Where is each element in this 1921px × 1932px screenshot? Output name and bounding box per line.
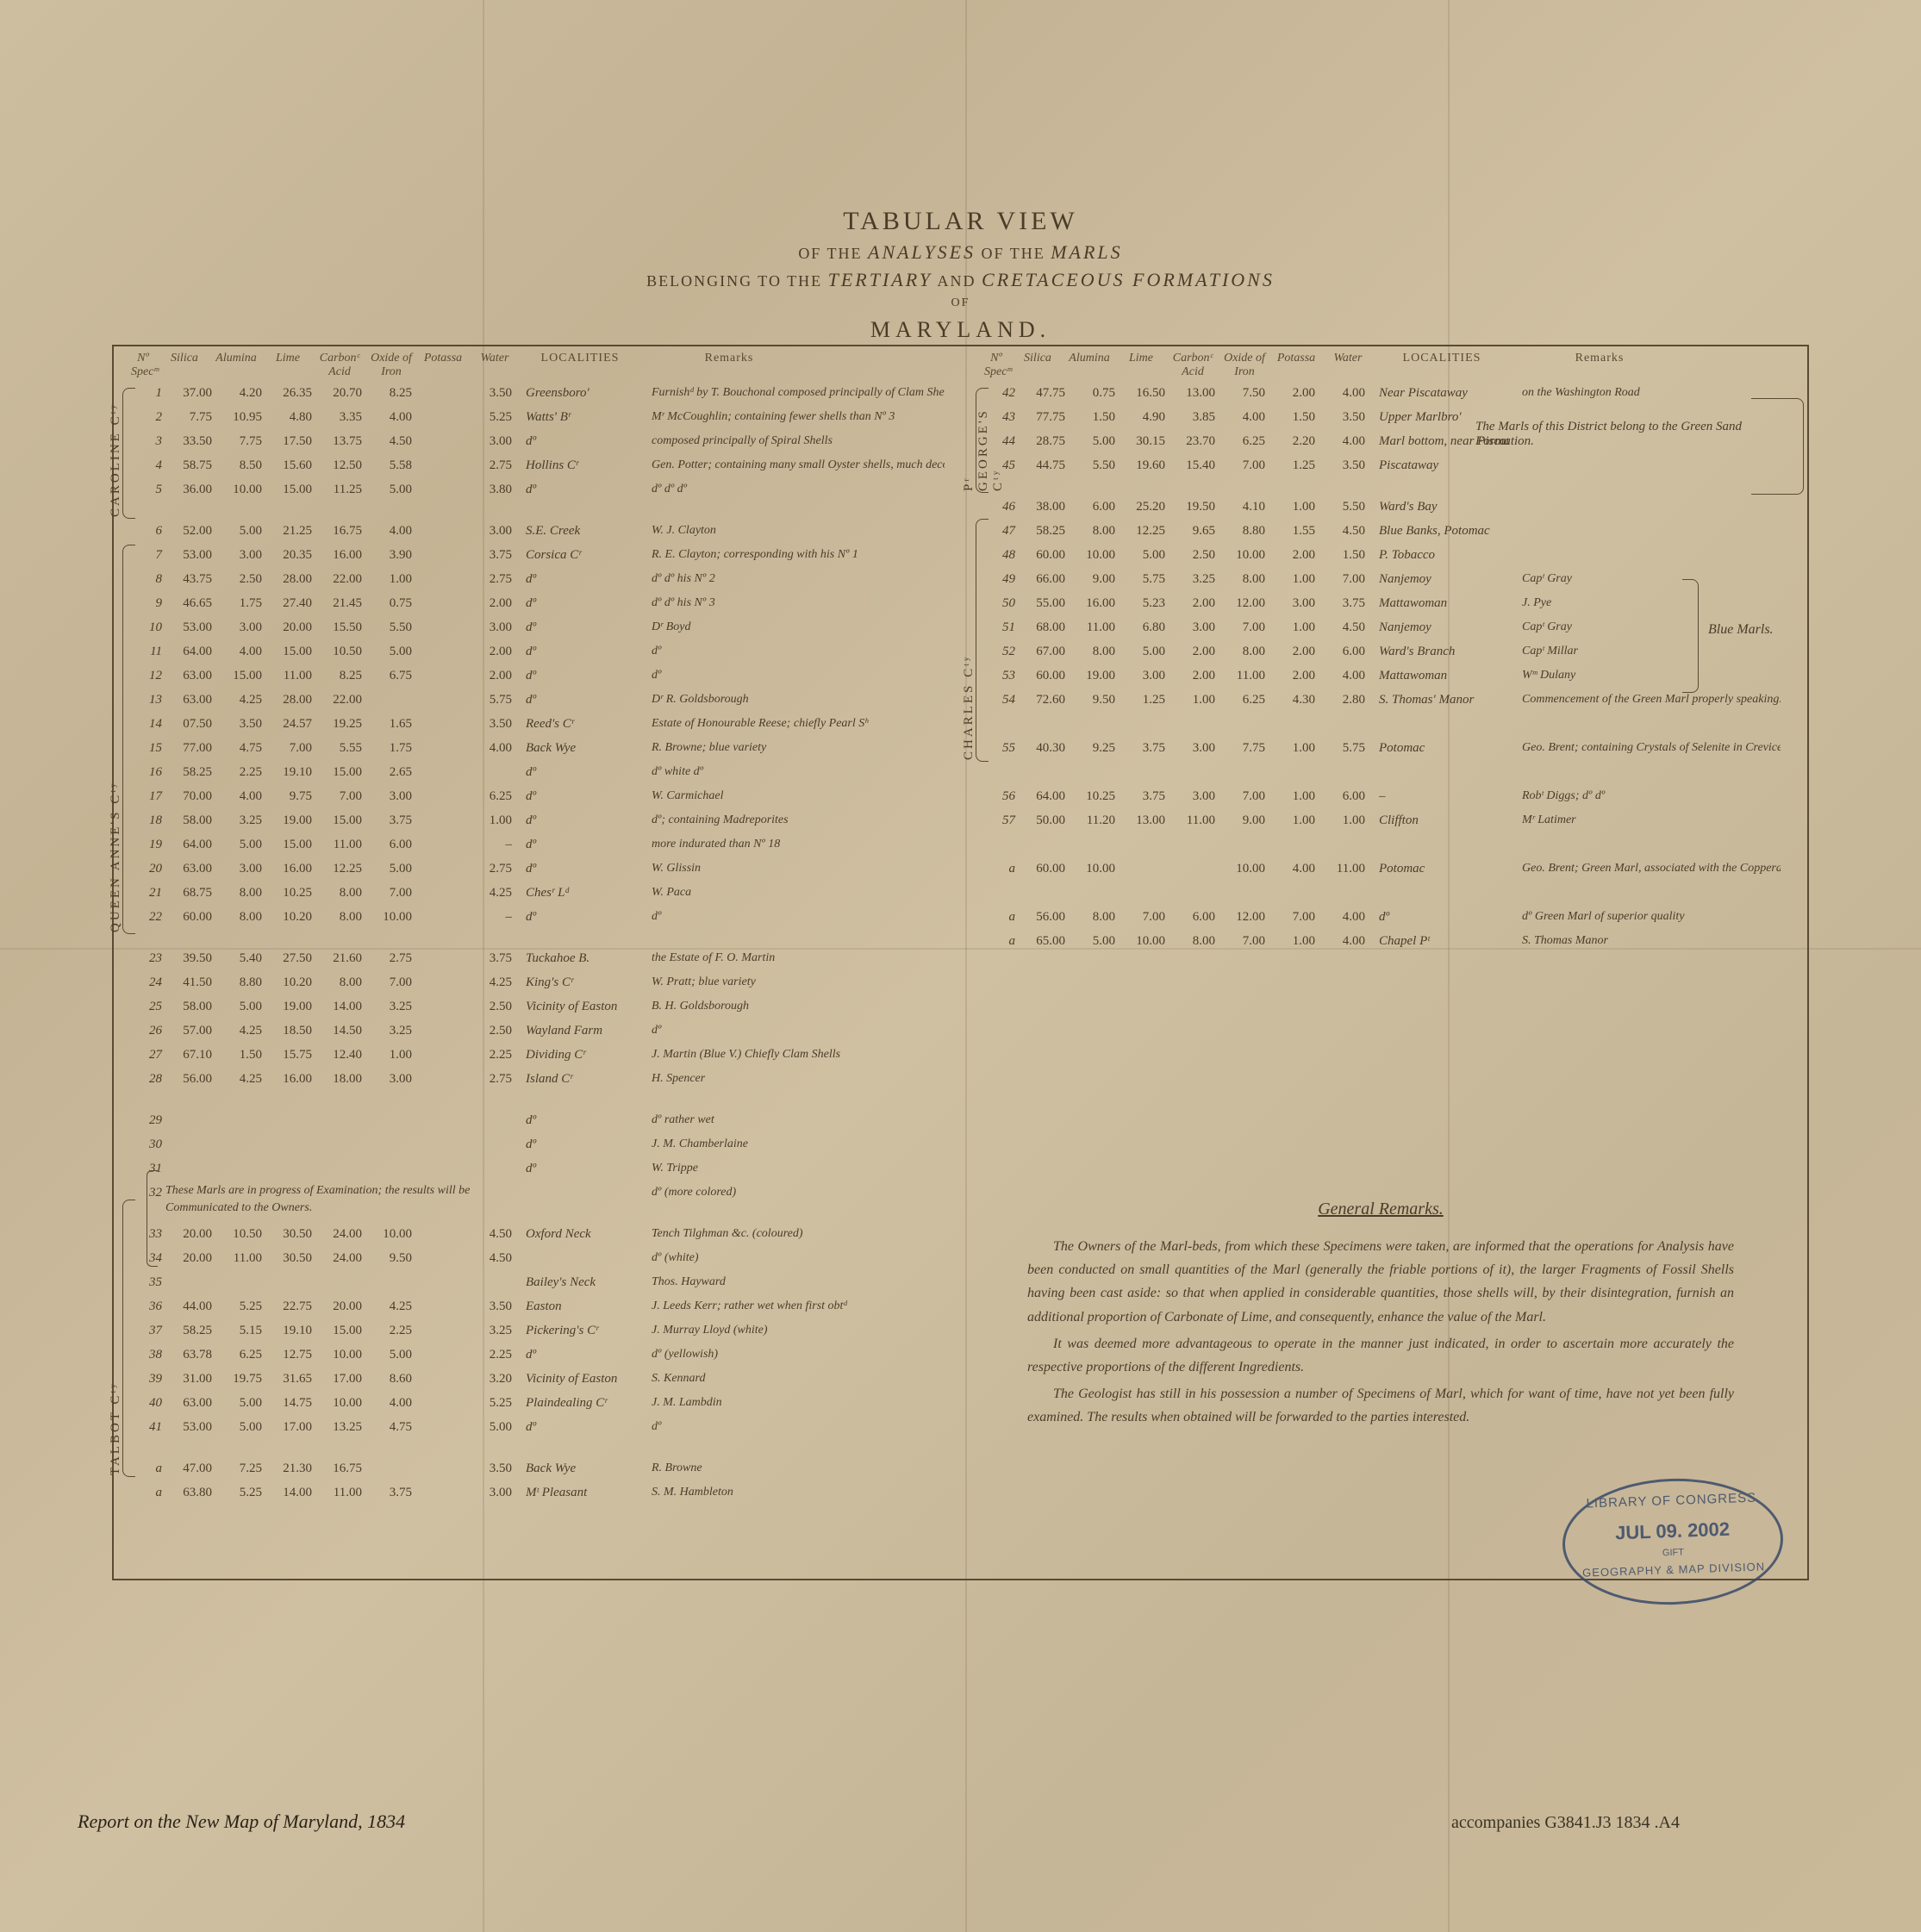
right-data-block: 4247.750.7516.5013.007.502.004.00Near Pi… bbox=[991, 381, 1781, 953]
table-row: 3931.0019.7531.6517.008.603.20Vicinity o… bbox=[138, 1367, 945, 1391]
table-row: 2558.005.0019.0014.003.252.50Vicinity of… bbox=[138, 994, 945, 1019]
table-row: 2168.758.0010.258.007.004.25Chesʳ LᵈW. P… bbox=[138, 881, 945, 905]
table-row: 333.507.7517.5013.754.503.00dºcomposed p… bbox=[138, 429, 945, 453]
county-label: Caroline Cᵗʸ bbox=[109, 388, 123, 517]
table-row: 1164.004.0015.0010.505.002.00dºdº bbox=[138, 639, 945, 664]
title-sub2: BELONGING TO THE TERTIARY AND CRETACEOUS… bbox=[0, 269, 1921, 291]
county-label: Charles Cᵗʸ bbox=[962, 519, 976, 760]
progress-note: These Marls are in progress of Examinati… bbox=[165, 1182, 493, 1216]
table-row bbox=[991, 760, 1781, 784]
table-frame: Nº Specᵐ Silica Alumina Lime Carbonᶜ Aci… bbox=[112, 345, 1809, 1580]
table-row: 2260.008.0010.208.0010.00–dºdº bbox=[138, 905, 945, 929]
table-row: 1407.503.5024.5719.251.653.50Reed's CʳEs… bbox=[138, 712, 945, 736]
table-row: 3420.0011.0030.5024.009.504.50dº (white) bbox=[138, 1246, 945, 1270]
table-row: 4247.750.7516.5013.007.502.004.00Near Pi… bbox=[991, 381, 1781, 405]
table-row: 458.758.5015.6012.505.582.75Hollins CʳGe… bbox=[138, 453, 945, 477]
table-row: 1770.004.009.757.003.006.25dºW. Carmicha… bbox=[138, 784, 945, 808]
table-row: 2063.003.0016.0012.255.002.75dºW. Glissi… bbox=[138, 857, 945, 881]
title-of: OF bbox=[0, 296, 1921, 310]
table-row: 4544.755.5019.6015.407.001.253.50Piscata… bbox=[991, 453, 1781, 477]
table-row: 5267.008.005.002.008.002.006.00Ward's Br… bbox=[991, 639, 1781, 664]
table-row: 1964.005.0015.0011.006.00–dºmore indurat… bbox=[138, 832, 945, 857]
bracket-icon bbox=[976, 388, 989, 493]
table-row: 27.7510.954.803.354.005.25Watts' BʳMʳ Mc… bbox=[138, 405, 945, 429]
table-row bbox=[991, 832, 1781, 857]
title-state: MARYLAND. bbox=[0, 317, 1921, 343]
table-row: 652.005.0021.2516.754.003.00S.E. CreekW.… bbox=[138, 519, 945, 543]
table-row: 5472.609.501.251.006.254.302.80S. Thomas… bbox=[991, 688, 1781, 712]
title-block: TABULAR VIEW OF THE ANALYSES OF THE MARL… bbox=[0, 207, 1921, 343]
table-row: 1577.004.757.005.551.754.00Back WyeR. Br… bbox=[138, 736, 945, 760]
column-headers-right: Nº Specᵐ Silica Alumina Lime Carbonᶜ Aci… bbox=[984, 352, 1794, 379]
blue-marls-label: Blue Marls. bbox=[1708, 622, 1774, 638]
table-row: 1053.003.0020.0015.505.503.00dºDʳ Boyd bbox=[138, 615, 945, 639]
table-row: 30dºJ. M. Chamberlaine bbox=[138, 1132, 945, 1156]
bracket-icon bbox=[122, 388, 135, 519]
paper-background: TABULAR VIEW OF THE ANALYSES OF THE MARL… bbox=[0, 0, 1921, 1932]
table-row: 5055.0016.005.232.0012.003.003.75Mattawo… bbox=[991, 591, 1781, 615]
stamp-bottom: GEOGRAPHY & MAP DIVISION bbox=[1566, 1560, 1781, 1580]
table-row: 137.004.2026.3520.708.253.50Greensboro'F… bbox=[138, 381, 945, 405]
table-row: 4638.006.0025.2019.504.101.005.50Ward's … bbox=[991, 495, 1781, 519]
table-row: 5168.0011.006.803.007.001.004.50Nanjemoy… bbox=[991, 615, 1781, 639]
district-note: The Marls of this District belong to the… bbox=[1475, 420, 1803, 449]
general-remarks: General Remarks. The Owners of the Marl-… bbox=[1027, 1200, 1734, 1433]
table-row: 5664.0010.253.753.007.001.006.00–Robᵗ Di… bbox=[991, 784, 1781, 808]
table-row: 4153.005.0017.0013.254.755.00dºdº bbox=[138, 1415, 945, 1439]
table-row: 31dºW. Trippe bbox=[138, 1156, 945, 1181]
table-row: 1658.252.2519.1015.002.65dºdº white dº bbox=[138, 760, 945, 784]
column-headers-left: Nº Specᵐ Silica Alumina Lime Carbonᶜ Aci… bbox=[131, 352, 958, 379]
table-row: 1858.003.2519.0015.003.751.00dºdº; conta… bbox=[138, 808, 945, 832]
bracket-icon bbox=[976, 519, 989, 762]
table-row: 1263.0015.0011.008.256.752.00dºdº bbox=[138, 664, 945, 688]
table-row: 3863.786.2512.7510.005.002.25dºdº (yello… bbox=[138, 1343, 945, 1367]
bracket-icon bbox=[147, 1170, 158, 1267]
table-row: 4063.005.0014.7510.004.005.25Plaindealin… bbox=[138, 1391, 945, 1415]
stamp-gift: GIFT bbox=[1565, 1544, 1781, 1562]
table-row: 1363.004.2528.0022.005.75dºDʳ R. Goldsbo… bbox=[138, 688, 945, 712]
bottom-note-right: accompanies G3841.J3 1834 .A4 bbox=[1451, 1813, 1680, 1833]
bracket-icon bbox=[122, 1200, 135, 1477]
general-remarks-body: The Owners of the Marl-beds, from which … bbox=[1027, 1235, 1734, 1430]
table-row: 4758.258.0012.259.658.801.554.50Blue Ban… bbox=[991, 519, 1781, 543]
title-sub1: OF THE ANALYSES OF THE MARLS bbox=[0, 241, 1921, 264]
table-row: 5750.0011.2013.0011.009.001.001.00Clifft… bbox=[991, 808, 1781, 832]
county-label: Queen Anne's Cᵗʸ bbox=[109, 545, 123, 932]
table-row: 4966.009.005.753.258.001.007.00NanjemoyC… bbox=[991, 567, 1781, 591]
table-row: 3320.0010.5030.5024.0010.004.50Oxford Ne… bbox=[138, 1222, 945, 1246]
table-row: 2657.004.2518.5014.503.252.50Wayland Far… bbox=[138, 1019, 945, 1043]
table-row: 2441.508.8010.208.007.004.25King's CʳW. … bbox=[138, 970, 945, 994]
table-row: 35Bailey's NeckThos. Hayward bbox=[138, 1270, 945, 1294]
left-data-block: 137.004.2026.3520.708.253.50Greensboro'F… bbox=[138, 381, 945, 1505]
table-row: 2767.101.5015.7512.401.002.25Dividing Cʳ… bbox=[138, 1043, 945, 1067]
table-row: 536.0010.0015.0011.255.003.80dºdº dº dº bbox=[138, 477, 945, 502]
table-row: 2339.505.4027.5021.602.753.75Tuckahoe B.… bbox=[138, 946, 945, 970]
table-row: 3644.005.2522.7520.004.253.50EastonJ. Le… bbox=[138, 1294, 945, 1318]
table-row: a56.008.007.006.0012.007.004.00dºdº Gree… bbox=[991, 905, 1781, 929]
table-row: a60.0010.0010.004.0011.00PotomacGeo. Bre… bbox=[991, 857, 1781, 881]
table-row: 29dºdº rather wet bbox=[138, 1108, 945, 1132]
bracket-icon bbox=[1682, 579, 1699, 693]
table-row: 753.003.0020.3516.003.903.75Corsica CʳR.… bbox=[138, 543, 945, 567]
county-label: Talbot Cᵗʸ bbox=[109, 1200, 123, 1475]
table-row: 4860.0010.005.002.5010.002.001.50P. Toba… bbox=[991, 543, 1781, 567]
table-row: 5360.0019.003.002.0011.002.004.00Mattawo… bbox=[991, 664, 1781, 688]
table-row: 2856.004.2516.0018.003.002.75Island CʳH.… bbox=[138, 1067, 945, 1091]
table-row: a65.005.0010.008.007.001.004.00Chapel Pᵗ… bbox=[991, 929, 1781, 953]
bracket-icon bbox=[122, 545, 135, 934]
table-row: 5540.309.253.753.007.751.005.75PotomacGe… bbox=[991, 736, 1781, 760]
table-row: 3758.255.1519.1015.002.253.25Pickering's… bbox=[138, 1318, 945, 1343]
table-row bbox=[991, 881, 1781, 905]
stamp-date: JUL 09. 2002 bbox=[1564, 1517, 1781, 1547]
general-remarks-title: General Remarks. bbox=[1027, 1200, 1734, 1219]
table-row: a63.805.2514.0011.003.753.00Mᵗ PleasantS… bbox=[138, 1480, 945, 1505]
table-row: 946.651.7527.4021.450.752.00dºdº dº his … bbox=[138, 591, 945, 615]
table-row: 843.752.5028.0022.001.002.75dºdº dº his … bbox=[138, 567, 945, 591]
table-row bbox=[991, 712, 1781, 736]
bottom-note-left: Report on the New Map of Maryland, 1834 bbox=[78, 1810, 405, 1833]
table-row: a47.007.2521.3016.753.50Back WyeR. Brown… bbox=[138, 1456, 945, 1480]
title-main: TABULAR VIEW bbox=[0, 207, 1921, 236]
